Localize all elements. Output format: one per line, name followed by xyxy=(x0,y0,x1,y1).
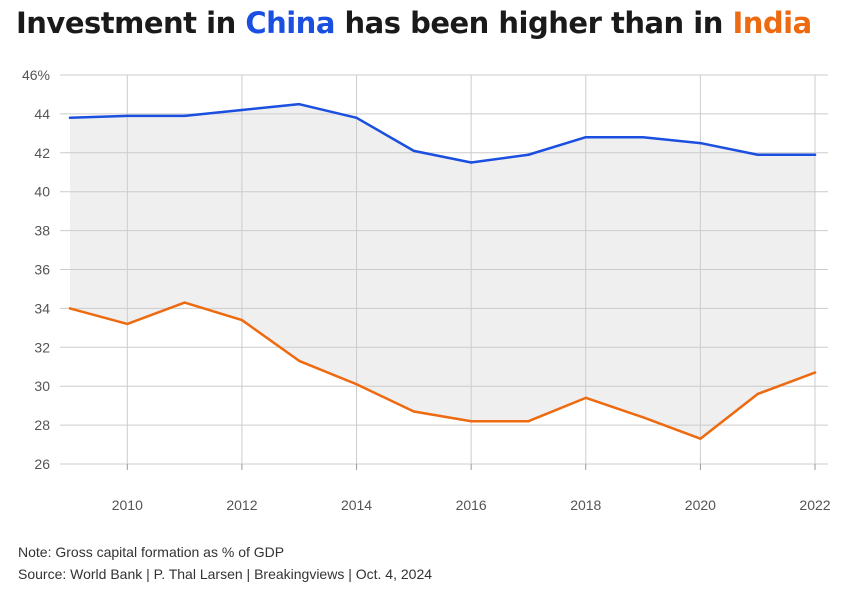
data-point-india xyxy=(641,416,645,419)
data-point-china xyxy=(412,149,416,153)
data-point-china xyxy=(756,153,759,156)
x-tick-label: 2010 xyxy=(112,497,143,513)
y-tick-label: 36 xyxy=(34,262,50,278)
data-point-india xyxy=(584,396,587,400)
data-point-india xyxy=(699,437,702,440)
y-tick-label: 40 xyxy=(34,184,50,200)
data-point-india xyxy=(298,359,301,363)
chart-title: Investment in China has been higher than… xyxy=(16,6,812,40)
data-point-china xyxy=(527,153,530,156)
band-layer xyxy=(70,104,815,439)
data-point-india xyxy=(183,301,186,304)
data-point-china xyxy=(813,153,817,156)
x-tick-label: 2018 xyxy=(570,497,601,513)
series-layer xyxy=(68,102,817,440)
data-point-china xyxy=(240,108,244,112)
data-point-china xyxy=(183,114,186,118)
data-point-china xyxy=(68,116,72,119)
series-line-china xyxy=(68,102,817,164)
y-tick-label: 42 xyxy=(34,145,50,161)
title-part-2: has been higher than in xyxy=(334,6,733,40)
data-point-china xyxy=(641,136,645,139)
data-point-india xyxy=(240,318,244,322)
data-point-china xyxy=(469,161,473,164)
title-india-label: India xyxy=(732,6,812,40)
shaded-gap-area xyxy=(70,104,815,439)
chart-note: Note: Gross capital formation as % of GD… xyxy=(18,544,285,560)
data-point-china xyxy=(699,141,702,145)
y-tick-label: 26 xyxy=(34,456,50,472)
data-point-india xyxy=(756,392,759,396)
series-line-india xyxy=(68,301,817,440)
title-china-label: China xyxy=(245,6,335,40)
tick-label-layer: 46% 44 42 40 38 36 34 32 30 28 26 2010 2012 2014 2016 2… xyxy=(22,67,831,513)
data-point-india xyxy=(527,420,530,423)
data-point-india xyxy=(469,420,473,423)
data-point-india xyxy=(126,322,129,326)
data-point-india xyxy=(355,383,358,386)
data-point-china xyxy=(355,116,358,119)
x-tick-label: 2022 xyxy=(799,497,830,513)
x-tick-label: 2020 xyxy=(685,497,716,513)
data-point-china xyxy=(126,114,129,118)
y-tick-label: 38 xyxy=(34,223,50,239)
x-tick-label: 2012 xyxy=(226,497,257,513)
x-tick-label: 2016 xyxy=(456,497,487,513)
grid-layer xyxy=(60,74,828,470)
data-point-china xyxy=(298,102,301,106)
data-point-india xyxy=(68,307,72,310)
y-tick-label: 46% xyxy=(22,67,50,83)
y-tick-label: 32 xyxy=(34,339,50,355)
title-part-1: Investment in xyxy=(16,6,246,40)
data-point-india xyxy=(412,410,416,413)
x-tick-label: 2014 xyxy=(341,497,372,513)
data-point-india xyxy=(813,371,817,374)
y-tick-label: 30 xyxy=(34,378,50,394)
chart-source: Source: World Bank | P. Thal Larsen | Br… xyxy=(18,566,433,582)
y-tick-label: 28 xyxy=(34,417,50,433)
y-tick-label: 44 xyxy=(34,106,50,122)
line-chart: 46% 44 42 40 38 36 34 32 30 28 26 2010 2012 2014 2016 2… xyxy=(22,67,831,513)
data-point-china xyxy=(584,136,587,139)
y-tick-label: 34 xyxy=(34,300,50,316)
